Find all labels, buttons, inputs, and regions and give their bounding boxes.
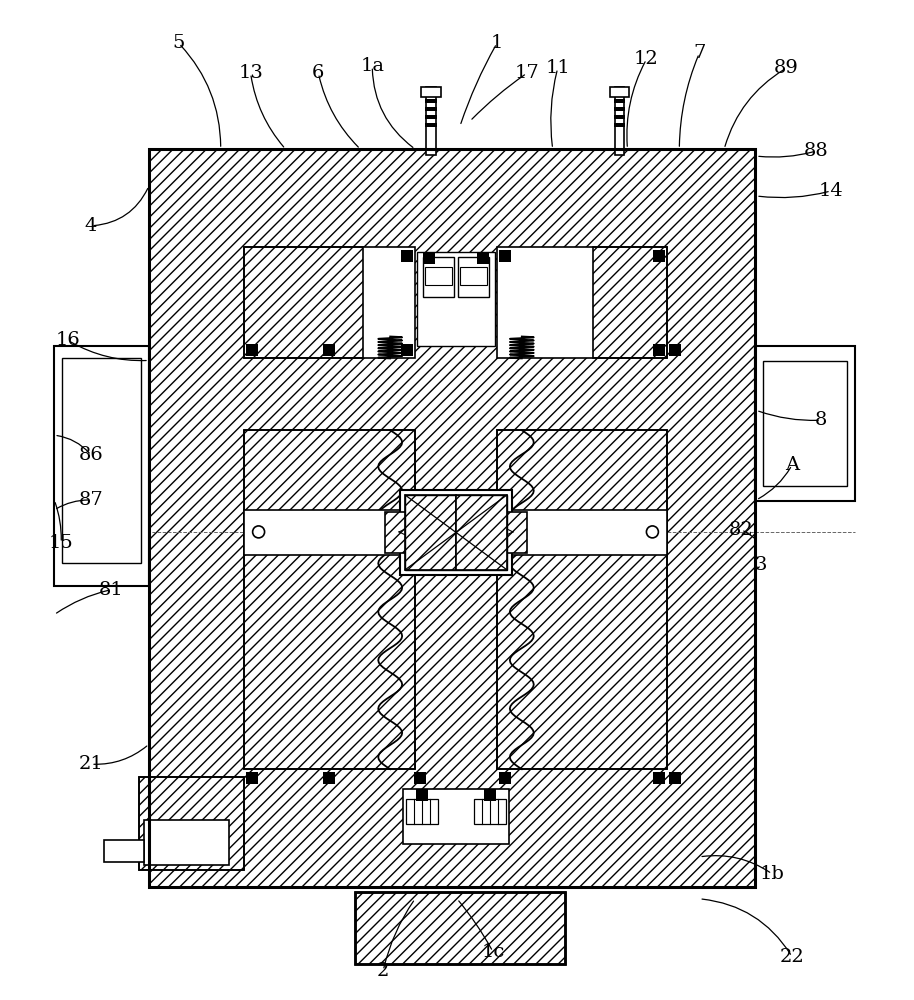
Bar [497, 247, 667, 358]
Bar [497, 430, 667, 769]
Bar [425, 267, 452, 285]
Text: 17: 17 [515, 64, 539, 82]
Bar [456, 495, 507, 570]
Bar [417, 252, 494, 346]
Bar [458, 257, 489, 297]
Text: 13: 13 [239, 64, 263, 82]
Bar [613, 115, 625, 119]
Bar [246, 772, 258, 784]
Bar [403, 789, 509, 844]
Bar [406, 799, 438, 824]
Bar [484, 789, 496, 801]
Bar [497, 510, 667, 555]
Bar [460, 267, 487, 285]
Bar [139, 777, 244, 870]
Bar [385, 512, 413, 553]
Bar [423, 257, 454, 297]
Bar [401, 250, 413, 262]
Bar [324, 772, 335, 784]
Bar [324, 344, 335, 356]
Bar [244, 430, 415, 769]
Bar [405, 495, 507, 570]
Bar [244, 430, 415, 769]
Text: 4: 4 [85, 217, 97, 235]
Bar [610, 87, 630, 97]
Bar [356, 892, 565, 964]
Bar [54, 346, 149, 586]
Text: 8: 8 [814, 411, 827, 429]
Bar [497, 430, 667, 769]
Bar [755, 346, 855, 501]
Bar [614, 87, 624, 155]
Bar [421, 87, 441, 97]
Bar [143, 820, 228, 865]
Text: 1b: 1b [760, 865, 784, 883]
Bar [416, 789, 428, 801]
Bar [104, 840, 143, 862]
Bar [613, 99, 625, 103]
Bar [425, 99, 437, 103]
Bar [497, 247, 667, 358]
Bar [477, 252, 489, 264]
Bar [414, 772, 426, 784]
Text: 1: 1 [491, 34, 503, 52]
Bar [244, 510, 415, 555]
Text: 82: 82 [728, 521, 753, 539]
Bar [763, 361, 846, 486]
Bar [499, 512, 526, 553]
Text: 88: 88 [803, 142, 828, 160]
Bar [401, 344, 413, 356]
Bar [62, 358, 141, 563]
Text: 11: 11 [546, 59, 570, 77]
Bar [356, 892, 565, 964]
Text: 1a: 1a [360, 57, 384, 75]
Bar [244, 247, 363, 358]
Bar [654, 250, 665, 262]
Bar [654, 344, 665, 356]
Text: 7: 7 [693, 44, 706, 62]
Bar [400, 490, 512, 575]
Bar [613, 123, 625, 127]
Text: 5: 5 [173, 34, 185, 52]
Text: 86: 86 [79, 446, 103, 464]
Text: 22: 22 [780, 948, 804, 966]
Bar [425, 123, 437, 127]
Text: 3: 3 [755, 556, 768, 574]
Text: 87: 87 [79, 491, 103, 509]
Text: 81: 81 [99, 581, 123, 599]
Bar [474, 799, 505, 824]
Bar [139, 777, 244, 870]
Bar [244, 247, 415, 358]
Text: 12: 12 [634, 50, 659, 68]
Text: 1c: 1c [481, 943, 505, 961]
Bar [426, 87, 436, 155]
Text: 16: 16 [56, 331, 80, 349]
Bar [613, 107, 625, 111]
Bar [654, 772, 665, 784]
Bar [425, 115, 437, 119]
Bar [497, 430, 667, 769]
Bar [246, 344, 258, 356]
Text: 15: 15 [48, 534, 74, 552]
Text: 14: 14 [818, 182, 844, 200]
Bar [244, 430, 415, 769]
Text: A: A [785, 456, 799, 474]
Bar [425, 107, 437, 111]
Bar [499, 772, 511, 784]
Text: 2: 2 [377, 962, 389, 980]
Text: 89: 89 [773, 59, 799, 77]
Text: 21: 21 [79, 755, 103, 773]
Bar [592, 247, 667, 358]
Bar [149, 149, 755, 887]
Bar [499, 250, 511, 262]
Bar [244, 247, 415, 358]
Bar [405, 495, 456, 570]
Bar [669, 772, 681, 784]
Bar [149, 149, 755, 887]
Text: 6: 6 [313, 64, 324, 82]
Bar [423, 252, 435, 264]
Bar [669, 344, 681, 356]
